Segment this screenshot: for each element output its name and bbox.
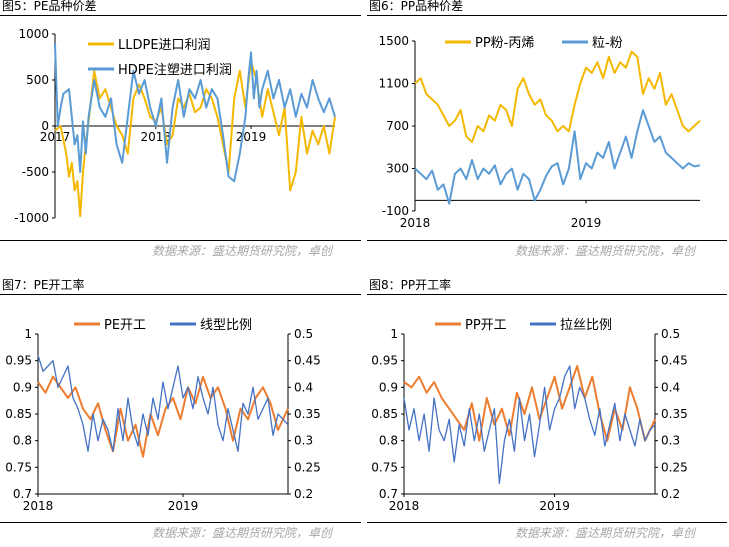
y2-tick-label: 0.5 — [661, 327, 680, 341]
y2-tick-label: 0.25 — [661, 460, 688, 474]
pp-spread-chart: -100 300 700 1100 1500 2018 2019 PP粉-丙烯 粒-粉 — [378, 34, 701, 230]
y2-tick-label: 0.3 — [294, 434, 313, 448]
y2-tick-label: 0.35 — [294, 407, 321, 421]
y-tick-label: 700 — [386, 119, 409, 133]
y2-tick-label: 0.5 — [294, 327, 313, 341]
y-tick-label: 0.95 — [5, 354, 32, 368]
series-line — [37, 375, 289, 458]
y-tick-label: 0.7 — [13, 487, 32, 501]
y-tick-label: 0.95 — [371, 354, 398, 368]
y-tick-label: 0.75 — [371, 460, 398, 474]
y-tick-label: 300 — [386, 162, 409, 176]
y-tick-label: 0.9 — [13, 380, 32, 394]
source-rule — [0, 522, 361, 523]
series-line — [54, 60, 336, 218]
chart-title: 图5：PE品种价差 — [2, 0, 97, 13]
title-rule — [0, 294, 361, 295]
y-tick-label: -500 — [22, 165, 49, 179]
y2-tick-label: 0.35 — [661, 407, 688, 421]
y2-tick-label: 0.2 — [661, 487, 680, 501]
series-line — [403, 365, 656, 484]
y-tick-label: 0.7 — [379, 487, 398, 501]
series-line — [54, 43, 336, 183]
y2-tick-label: 0.45 — [294, 354, 321, 368]
source-rule — [0, 240, 361, 241]
pe-spread-chart: -1000 -500 0 500 1000 2017 2018 2019 LLDPE进口利润 HD… — [14, 27, 336, 225]
source-rule — [367, 240, 727, 241]
series-line — [37, 355, 289, 452]
series-line — [414, 109, 701, 205]
y-tick-label: 1 — [24, 327, 32, 341]
y-tick-label: 0 — [41, 119, 49, 133]
pp-operating-rate-chart: 0.7 0.75 0.8 0.85 0.9 0.95 1 0.2 0.25 0.3 0.35 0.4 0… — [371, 318, 688, 513]
y2-tick-label: 0.3 — [661, 434, 680, 448]
chart-title: 图7：PE开工率 — [2, 278, 85, 292]
legend-label: PE开工 — [104, 318, 146, 333]
chart-title: 图8：PP开工率 — [369, 278, 452, 292]
y2-tick-label: 0.45 — [661, 354, 688, 368]
x-tick-label: 2018 — [400, 216, 431, 230]
y2-tick-label: 0.2 — [294, 487, 313, 501]
y-tick-label: 0.8 — [13, 434, 32, 448]
title-rule — [367, 15, 727, 16]
y-tick-label: -1000 — [14, 211, 49, 225]
y-tick-label: 1 — [390, 327, 398, 341]
chart-title: 图6：PP品种价差 — [369, 0, 464, 13]
legend-label: 线型比例 — [200, 318, 252, 333]
source-rule — [367, 522, 727, 523]
y-tick-label: 500 — [26, 73, 49, 87]
y-tick-label: 0.85 — [371, 407, 398, 421]
x-tick-label: 2017 — [40, 130, 71, 144]
legend-label: LLDPE进口利润 — [118, 38, 211, 53]
series-line — [403, 365, 656, 442]
x-tick-label: 2018 — [23, 499, 54, 513]
series-line — [414, 50, 701, 143]
y2-tick-label: 0.4 — [661, 380, 680, 394]
x-tick-label: 2019 — [539, 499, 570, 513]
data-source-note: 数据来源：盛达期货研究院，卓创 — [515, 244, 696, 258]
y-tick-label: 0.8 — [379, 434, 398, 448]
x-tick-label: 2019 — [571, 216, 602, 230]
y-tick-label: 1000 — [18, 27, 49, 41]
y-tick-label: 1100 — [378, 77, 409, 91]
legend-label: PP粉-丙烯 — [475, 36, 534, 51]
x-tick-label: 2018 — [141, 130, 172, 144]
y2-tick-label: 0.4 — [294, 380, 313, 394]
y-tick-label: 0.75 — [5, 460, 32, 474]
x-tick-label: 2019 — [168, 499, 199, 513]
legend-label: 粒-粉 — [592, 36, 623, 51]
data-source-note: 数据来源：盛达期货研究院，卓创 — [515, 526, 696, 540]
x-tick-label: 2019 — [236, 130, 267, 144]
y2-tick-label: 0.25 — [294, 460, 321, 474]
data-source-note: 数据来源：盛达期货研究院，卓创 — [152, 244, 333, 258]
legend-label: 拉丝比例 — [560, 318, 612, 333]
title-rule — [367, 294, 727, 295]
y-tick-label: 1500 — [378, 34, 409, 48]
data-source-note: 数据来源：盛达期货研究院，卓创 — [152, 526, 333, 540]
legend-label: HDPE注塑进口利润 — [118, 63, 232, 78]
pe-operating-rate-chart: 0.7 0.75 0.8 0.85 0.9 0.95 1 0.2 0.25 0.3 0.35 0.4 0… — [5, 318, 321, 513]
y-tick-label: 0.85 — [5, 407, 32, 421]
x-tick-label: 2018 — [389, 499, 420, 513]
y-tick-label: -100 — [382, 204, 409, 218]
y-tick-label: 0.9 — [379, 380, 398, 394]
legend-label: PP开工 — [465, 318, 507, 333]
title-rule — [0, 15, 361, 16]
